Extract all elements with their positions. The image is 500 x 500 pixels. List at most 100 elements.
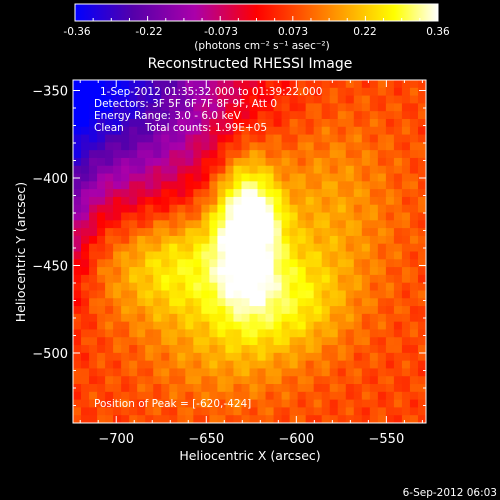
heatmap-cell xyxy=(105,306,114,315)
heatmap-cell xyxy=(177,415,186,423)
heatmap-cell xyxy=(321,313,331,323)
heatmap-cell xyxy=(321,415,331,423)
heatmap-cell xyxy=(145,313,154,323)
heatmap-cell xyxy=(113,290,122,299)
heatmap-cell xyxy=(177,189,186,198)
heatmap-cell xyxy=(225,259,235,268)
heatmap-cell xyxy=(353,95,363,104)
heatmap-cell xyxy=(241,415,251,423)
heatmap-cell xyxy=(345,220,355,229)
heatmap-cell xyxy=(225,290,235,299)
heatmap-cell xyxy=(73,165,82,175)
heatmap-cell xyxy=(369,134,379,143)
heatmap-cell xyxy=(169,368,178,377)
heatmap-cell xyxy=(329,313,339,323)
heatmap-cell xyxy=(273,384,283,393)
heatmap-cell xyxy=(313,298,323,307)
heatmap-cell xyxy=(241,173,251,182)
heatmap-cell xyxy=(313,142,323,151)
heatmap-cell xyxy=(329,235,339,245)
heatmap-cell xyxy=(265,204,275,214)
heatmap-cell xyxy=(289,313,299,323)
heatmap-cell xyxy=(289,189,299,198)
heatmap-cell xyxy=(345,345,355,354)
heatmap-cell xyxy=(193,204,202,214)
heatmap-cell xyxy=(169,251,178,260)
heatmap-cell xyxy=(177,243,186,253)
heatmap-cell xyxy=(225,352,235,362)
heatmap-cell xyxy=(385,157,395,167)
heatmap-cell xyxy=(265,235,275,245)
heatmap-cell xyxy=(89,181,98,190)
heatmap-cell xyxy=(409,259,419,268)
heatmap-cell xyxy=(97,220,106,229)
heatmap-cell xyxy=(257,259,267,268)
heatmap-cell xyxy=(265,298,275,307)
heatmap-cell xyxy=(289,391,299,401)
heatmap-cell xyxy=(153,399,162,409)
heatmap-cell xyxy=(81,290,90,299)
heatmap-cell xyxy=(313,368,323,377)
heatmap-cell xyxy=(361,259,371,268)
heatmap-cell xyxy=(193,415,202,423)
heatmap-cell xyxy=(313,212,323,221)
heatmap-cell xyxy=(113,282,122,292)
heatmap-cell xyxy=(281,313,291,323)
heatmap-cell xyxy=(153,298,162,307)
heatmap-cell xyxy=(97,126,106,136)
heatmap-cell xyxy=(193,267,202,276)
heatmap-cell xyxy=(321,267,331,276)
heatmap-cell xyxy=(201,391,210,401)
heatmap-cell xyxy=(185,290,194,299)
heatmap-cell xyxy=(385,95,395,104)
heatmap-cell xyxy=(121,157,130,167)
heatmap-cell xyxy=(145,235,154,245)
heatmap-cell xyxy=(73,290,82,299)
heatmap-cell xyxy=(129,321,138,331)
heatmap-cell xyxy=(385,290,395,299)
heatmap-cell xyxy=(201,111,210,120)
heatmap-cell xyxy=(129,228,138,237)
heatmap-cell xyxy=(393,306,403,315)
heatmap-cell xyxy=(129,384,138,393)
heatmap-cell xyxy=(241,399,251,409)
heatmap-cell xyxy=(257,220,267,229)
heatmap-cell xyxy=(369,118,379,128)
heatmap-cell xyxy=(145,196,154,206)
heatmap-cell xyxy=(321,212,331,221)
heatmap-cell xyxy=(265,126,275,136)
heatmap-cell xyxy=(129,173,138,182)
heatmap-cell xyxy=(241,321,251,331)
heatmap-cell xyxy=(137,415,146,423)
heatmap-cell xyxy=(161,181,170,190)
heatmap-cell xyxy=(233,352,243,362)
heatmap-cell xyxy=(169,376,178,385)
heatmap-cell xyxy=(257,376,267,385)
heatmap-cell xyxy=(265,415,275,423)
heatmap-cell xyxy=(217,157,227,167)
colorbar-tick-label: 0.22 xyxy=(353,26,376,38)
heatmap-cell xyxy=(369,235,379,245)
peak-position-label: Position of Peak = [-620,-424] xyxy=(94,398,251,410)
heatmap-cell xyxy=(289,243,299,253)
heatmap-cell xyxy=(353,228,363,237)
heatmap-cell xyxy=(377,321,387,331)
heatmap-cell xyxy=(249,235,259,245)
heatmap-cell xyxy=(345,142,355,151)
heatmap-cell xyxy=(385,407,395,416)
heatmap-cell xyxy=(321,173,331,182)
heatmap-cell xyxy=(241,298,251,307)
heatmap-cell xyxy=(257,204,267,214)
heatmap-cell xyxy=(225,204,235,214)
heatmap-cell xyxy=(89,204,98,214)
heatmap-cell xyxy=(249,220,259,229)
heatmap-cell xyxy=(121,407,130,416)
heatmap-cell xyxy=(385,376,395,385)
heatmap-cell xyxy=(265,142,275,151)
heatmap-cell xyxy=(329,142,339,151)
heatmap-cell xyxy=(129,306,138,315)
heatmap-cell xyxy=(73,376,82,385)
heatmap-cell xyxy=(369,80,379,89)
heatmap-cell xyxy=(105,407,114,416)
heatmap-cell xyxy=(313,196,323,206)
